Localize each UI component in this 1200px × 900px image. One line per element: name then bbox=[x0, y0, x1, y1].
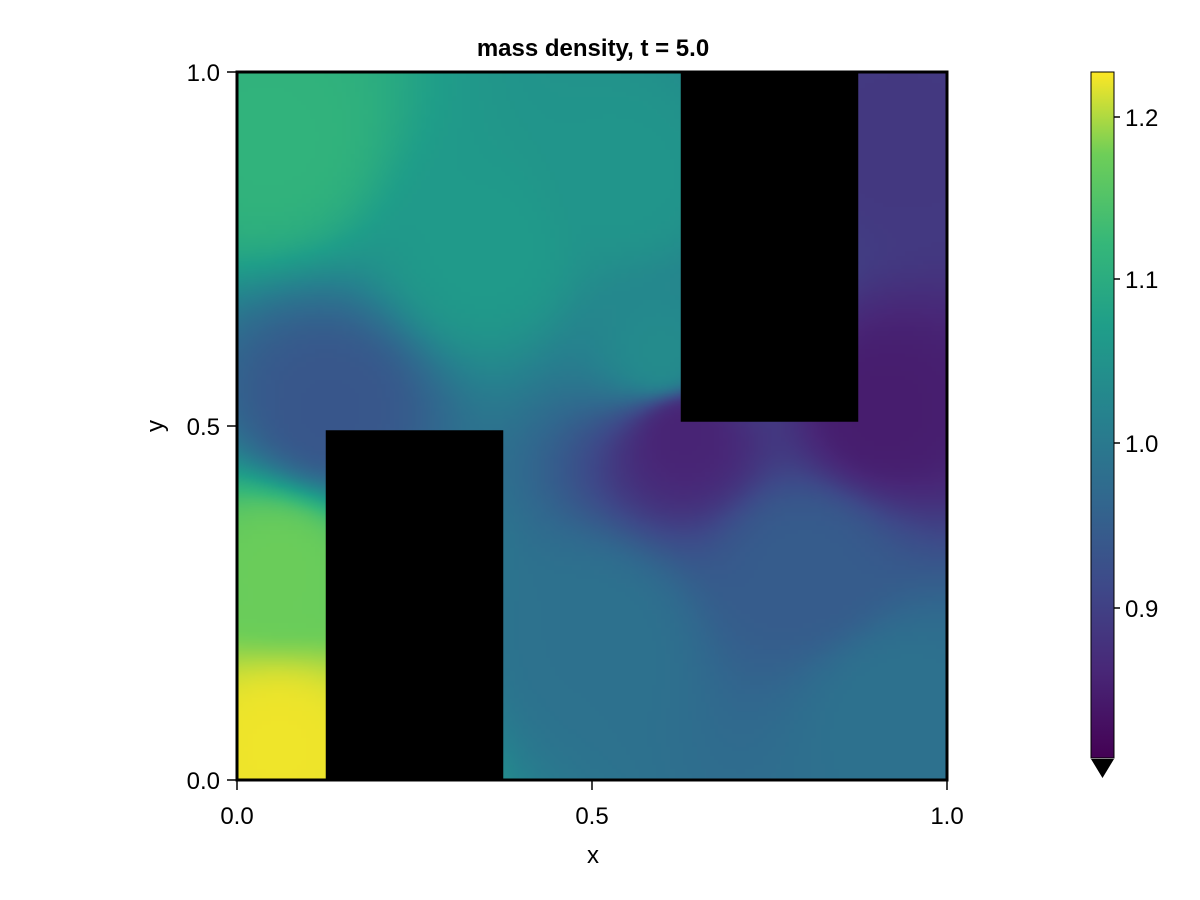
y-axis: 0.0 0.5 1.0 y bbox=[142, 60, 237, 795]
obstacle-block bbox=[680, 72, 859, 422]
chart-title: mass density, t = 5.0 bbox=[477, 35, 709, 62]
y-axis-label: y bbox=[142, 420, 169, 432]
x-tick-label: 1.0 bbox=[930, 803, 963, 830]
obstacle-block bbox=[325, 430, 504, 780]
colorbar: 0.9 1.0 1.1 1.2 bbox=[1090, 71, 1158, 778]
x-tick-label: 0.5 bbox=[575, 803, 608, 830]
y-tick-label: 0.0 bbox=[187, 768, 220, 795]
y-tick-label: 1.0 bbox=[187, 60, 220, 87]
colorbar-gradient bbox=[1090, 71, 1115, 759]
colorbar-tick-label: 1.0 bbox=[1125, 431, 1158, 458]
colorbar-extend-min-triangle bbox=[1091, 759, 1114, 778]
colorbar-tick-label: 1.1 bbox=[1125, 267, 1158, 294]
y-tick-label: 0.5 bbox=[187, 414, 220, 441]
colorbar-tick-label: 1.2 bbox=[1125, 105, 1158, 132]
x-axis-label: x bbox=[587, 842, 599, 869]
x-axis: 0.0 0.5 1.0 x bbox=[220, 780, 964, 869]
colorbar-tick-label: 0.9 bbox=[1125, 596, 1158, 623]
obstacle-layer bbox=[325, 72, 859, 780]
x-tick-label: 0.0 bbox=[220, 803, 253, 830]
heatmap-plot-area bbox=[235, 70, 949, 782]
